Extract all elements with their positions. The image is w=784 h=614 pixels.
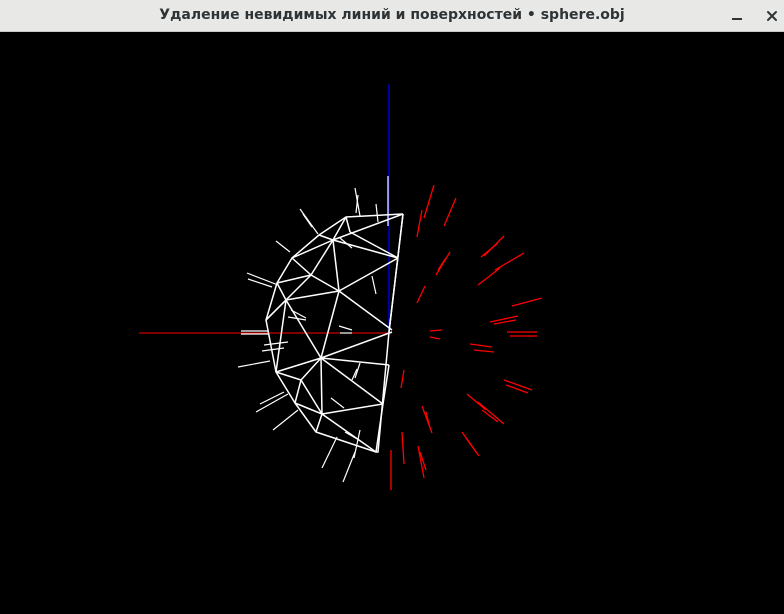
minimize-button[interactable]	[725, 4, 749, 28]
window-title: Удаление невидимых линий и поверхностей …	[159, 7, 625, 23]
close-button[interactable]	[760, 4, 784, 28]
sphere-wireframe	[265, 213, 404, 453]
minimize-icon	[732, 18, 742, 20]
close-icon	[767, 11, 777, 21]
title-bar[interactable]: Удаление невидимых линий и поверхностей …	[0, 0, 784, 32]
sphere-render	[0, 32, 784, 614]
render-viewport[interactable]	[0, 32, 784, 614]
hidden-normals	[390, 184, 543, 490]
visible-normals	[237, 176, 389, 483]
